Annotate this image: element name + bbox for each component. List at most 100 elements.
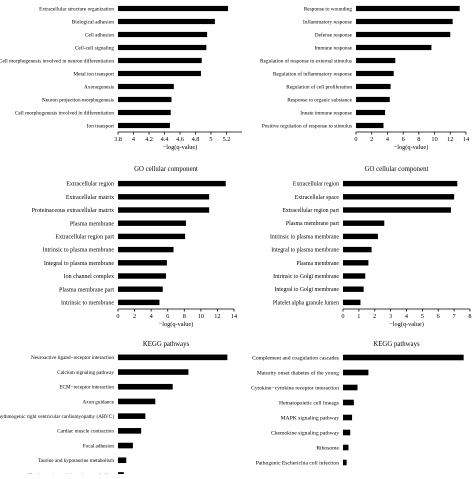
category-label: ECM−receptor interaction <box>59 385 114 391</box>
category-label: Intrinsic to membrane <box>61 301 114 307</box>
category-label: Proteinaceous extracellular matrix <box>32 208 114 214</box>
x-tick-label: 6 <box>166 313 169 320</box>
bar <box>343 194 455 200</box>
bar <box>118 442 133 449</box>
category-label: Focal adhesion <box>83 443 115 449</box>
category-label: Ribosome <box>316 445 339 451</box>
x-axis-label: −log(q-value) <box>159 321 194 328</box>
category-label: Metal ion transport <box>73 71 114 77</box>
category-label: Cardiac muscle contraction <box>57 429 114 435</box>
category-label: Cell-cell signaling <box>75 45 114 51</box>
x-tick-label: 6 <box>437 313 440 320</box>
category-label: Cytokine−cytokine receptor interaction <box>251 385 339 391</box>
bar <box>356 5 460 12</box>
bar <box>118 246 174 253</box>
category-label: Cell morphogenesis involved in different… <box>15 109 114 116</box>
bar <box>118 299 160 306</box>
bar <box>343 246 372 253</box>
x-tick-label: 7 <box>453 313 456 320</box>
bar <box>118 233 186 240</box>
category-label: Extracellular structure organization <box>39 6 114 12</box>
category-label: Intrinsic to plasma membrane <box>270 234 339 240</box>
x-tick-label: 0 <box>354 136 357 143</box>
bar <box>118 428 142 434</box>
category-label: Plasma membrane part <box>286 221 340 227</box>
category-label: Extracellular region part <box>282 208 339 214</box>
panel-title: KEGG pathways <box>373 341 420 348</box>
x-tick-label: 3.8 <box>114 136 122 143</box>
category-label: Integral to plasma membrane <box>271 248 339 254</box>
category-label: MAPK signaling pathway <box>281 415 340 421</box>
x-tick-label: 8 <box>468 313 471 320</box>
bar <box>118 83 174 90</box>
bar <box>118 122 170 129</box>
category-label: Plasma membrane <box>296 261 339 267</box>
category-label: Platelet alpha granule lumen <box>273 300 339 306</box>
bar <box>343 459 347 466</box>
category-label: Biological adhesion <box>72 19 115 25</box>
category-label: Innate immune response <box>300 110 352 116</box>
bar <box>343 299 361 306</box>
x-axis-label: −log(q-value) <box>389 321 424 328</box>
category-label: Calcium signaling pathway <box>57 370 114 376</box>
x-tick-label: 12 <box>214 313 220 320</box>
x-tick-label: 4 <box>150 313 154 320</box>
panel-title: GO cellular component <box>134 166 198 173</box>
category-label: Response to wounding <box>304 6 353 12</box>
x-tick-label: 3 <box>389 313 392 320</box>
category-label: Inflammatory response <box>303 18 353 25</box>
category-label: Regulation of response to external stimu… <box>260 57 352 64</box>
x-tick-label: 0 <box>341 313 344 320</box>
x-tick-label: 5 <box>209 136 212 143</box>
category-label: Extracellular matrix <box>66 195 114 201</box>
category-label: Neuron projection morphogenesis <box>42 97 114 103</box>
category-label: Taurine and hypotaurine metabolism <box>38 458 114 464</box>
bar <box>118 369 189 375</box>
bar <box>118 220 186 226</box>
bar <box>343 399 354 406</box>
x-tick-label: 8 <box>417 136 420 143</box>
bar <box>118 96 172 103</box>
category-label: Defense response <box>315 31 353 38</box>
bar <box>343 233 378 240</box>
category-label: Plasma membrane part <box>59 287 114 293</box>
bar <box>343 369 369 376</box>
bar <box>343 207 451 213</box>
category-label: Complement and coagulation cascades <box>252 355 339 361</box>
category-label: Extracellular region <box>66 182 114 188</box>
x-tick-label: 4.2 <box>145 136 153 143</box>
x-tick-label: 8 <box>183 313 186 320</box>
bar <box>118 457 127 464</box>
bar <box>356 96 390 103</box>
bar <box>118 273 167 279</box>
bar <box>118 260 167 266</box>
bar <box>343 384 358 391</box>
category-label: Response to organic substance <box>287 97 352 103</box>
bar <box>118 70 201 77</box>
bar <box>343 260 369 266</box>
bar <box>343 180 458 187</box>
bar <box>343 429 351 436</box>
bar <box>356 44 432 51</box>
category-label: Immune response <box>314 45 352 51</box>
bar <box>118 57 202 64</box>
x-tick-label: 1 <box>357 313 360 320</box>
x-tick-label: 12 <box>447 136 453 143</box>
x-axis-label: −log(q-value) <box>394 144 429 151</box>
bar <box>118 207 210 213</box>
bar <box>118 31 208 38</box>
category-label: Extracellular space <box>295 195 340 201</box>
bar <box>118 354 228 361</box>
bar <box>118 180 226 187</box>
x-tick-label: 4.8 <box>192 136 200 143</box>
category-label: Intrinsic to Golgi membrane <box>273 274 339 280</box>
category-label: Axonogenesis <box>84 84 114 90</box>
category-label: Hematopoietic cell lineage <box>279 400 339 406</box>
category-label: Positive regulation of response to stimu… <box>262 122 352 129</box>
bar <box>118 18 215 25</box>
category-label: Extracellular region <box>293 182 339 188</box>
bar <box>343 286 364 292</box>
x-tick-label: 6 <box>402 136 405 143</box>
